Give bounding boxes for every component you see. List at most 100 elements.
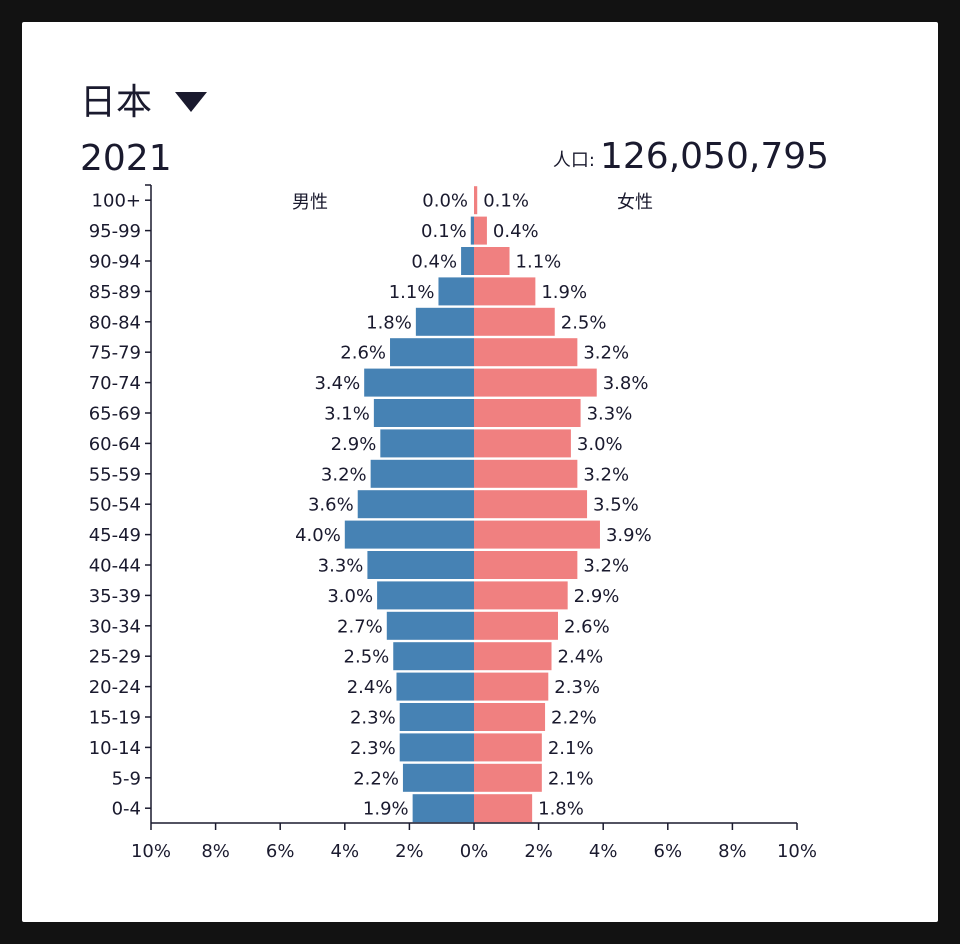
x-tick-label: 2% (524, 841, 553, 862)
female-bar (474, 459, 578, 488)
country-title[interactable]: 日本 (80, 82, 152, 123)
male-bar (367, 551, 474, 579)
male-value-label: 3.1% (324, 404, 370, 425)
population-value: 126,050,795 (600, 136, 829, 177)
male-value-label: 0.1% (421, 221, 467, 242)
y-tick-label: 25-29 (89, 647, 141, 668)
y-tick-label: 40-44 (89, 556, 141, 577)
y-tick-label: 30-34 (89, 616, 141, 637)
female-bar (474, 733, 542, 762)
female-bar (474, 277, 536, 306)
male-bar (396, 672, 474, 701)
male-bar (390, 338, 474, 367)
x-tick-label: 4% (589, 841, 618, 862)
male-value-label: 2.4% (347, 677, 393, 698)
y-tick-label: 80-84 (89, 312, 141, 333)
female-value-label: 3.0% (577, 434, 623, 455)
female-value-label: 2.3% (554, 677, 600, 698)
triangle-down-icon[interactable] (175, 92, 207, 112)
female-value-label: 2.1% (548, 738, 594, 759)
male-value-label: 1.8% (366, 312, 412, 333)
female-bar (474, 247, 510, 275)
male-value-label: 2.6% (340, 343, 386, 364)
male-value-label: 4.0% (295, 525, 341, 546)
male-bar (415, 307, 474, 336)
male-bar (377, 581, 474, 610)
y-tick-label: 45-49 (89, 525, 141, 546)
female-value-label: 3.2% (583, 343, 629, 364)
female-value-label: 2.1% (548, 768, 594, 789)
male-value-label: 2.7% (337, 616, 383, 637)
male-bar (386, 611, 474, 640)
female-bar (474, 672, 549, 701)
x-tick-label: 4% (331, 841, 360, 862)
female-value-label: 1.9% (541, 282, 587, 303)
female-value-label: 3.2% (583, 464, 629, 485)
male-bar (461, 247, 474, 275)
male-bar (364, 368, 474, 397)
bars-group: 0.0% 0.1% 0.1% 0.4% 0.4% 1.1% 1.1% 1.9% 1.8% 2.5%… (295, 186, 652, 823)
legend-male: 男性 (292, 192, 328, 213)
female-bar (474, 551, 578, 579)
male-bar (373, 399, 474, 427)
y-tick-label: 50-54 (89, 495, 141, 516)
male-value-label: 0.0% (422, 191, 468, 212)
female-value-label: 2.2% (551, 708, 597, 729)
female-bar (474, 338, 578, 367)
y-tick-label: 10-14 (89, 738, 141, 759)
male-value-label: 3.6% (308, 495, 354, 516)
x-tick-label: 6% (654, 841, 683, 862)
axes-group: 100+ 95-99 90-94 85-89 80-84 75-79 70-74 65-69 6… (89, 184, 817, 862)
chart-card: 日本 2021 人口: 126,050,795 男性 女性 0.0% 0.1% 0.… (22, 22, 938, 922)
male-value-label: 1.9% (363, 799, 409, 820)
female-bar (474, 490, 588, 519)
female-value-label: 3.2% (583, 556, 629, 577)
x-tick-label: 2% (395, 841, 424, 862)
female-value-label: 1.1% (516, 252, 562, 273)
female-value-label: 2.6% (564, 616, 610, 637)
male-bar (380, 429, 474, 458)
year-label: 2021 (80, 138, 172, 179)
x-tick-label: 10% (777, 841, 817, 862)
y-tick-label: 55-59 (89, 464, 141, 485)
female-value-label: 2.4% (558, 647, 604, 668)
male-value-label: 3.4% (314, 373, 360, 394)
y-tick-label: 60-64 (89, 434, 141, 455)
male-bar (399, 703, 474, 731)
male-bar (399, 733, 474, 762)
y-tick-label: 90-94 (89, 252, 141, 273)
male-value-label: 3.2% (321, 464, 367, 485)
male-bar (370, 459, 474, 488)
y-tick-label: 100+ (92, 191, 141, 212)
female-bar (474, 763, 542, 792)
male-value-label: 2.3% (350, 738, 396, 759)
male-value-label: 2.3% (350, 708, 396, 729)
female-bar (474, 581, 568, 610)
female-bar (474, 368, 597, 397)
y-tick-label: 0-4 (112, 799, 141, 820)
female-value-label: 2.9% (574, 586, 620, 607)
female-bar (474, 399, 581, 427)
male-bar (357, 490, 474, 519)
female-bar (474, 186, 478, 215)
female-bar (474, 520, 600, 549)
male-value-label: 0.4% (411, 252, 457, 273)
y-tick-label: 15-19 (89, 708, 141, 729)
x-tick-label: 8% (718, 841, 747, 862)
female-value-label: 0.1% (483, 191, 529, 212)
female-value-label: 0.4% (493, 221, 539, 242)
female-value-label: 3.5% (593, 495, 639, 516)
female-bar (474, 611, 558, 640)
female-bar (474, 307, 555, 336)
y-tick-label: 75-79 (89, 343, 141, 364)
y-tick-label: 35-39 (89, 586, 141, 607)
x-tick-label: 8% (201, 841, 230, 862)
female-bar (474, 794, 533, 823)
male-bar (402, 763, 474, 792)
y-tick-label: 95-99 (89, 221, 141, 242)
population-pyramid-chart: 日本 2021 人口: 126,050,795 男性 女性 0.0% 0.1%0.… (80, 82, 829, 862)
y-tick-label: 85-89 (89, 282, 141, 303)
male-bar (412, 794, 474, 823)
male-value-label: 2.9% (331, 434, 377, 455)
female-value-label: 3.3% (587, 404, 633, 425)
